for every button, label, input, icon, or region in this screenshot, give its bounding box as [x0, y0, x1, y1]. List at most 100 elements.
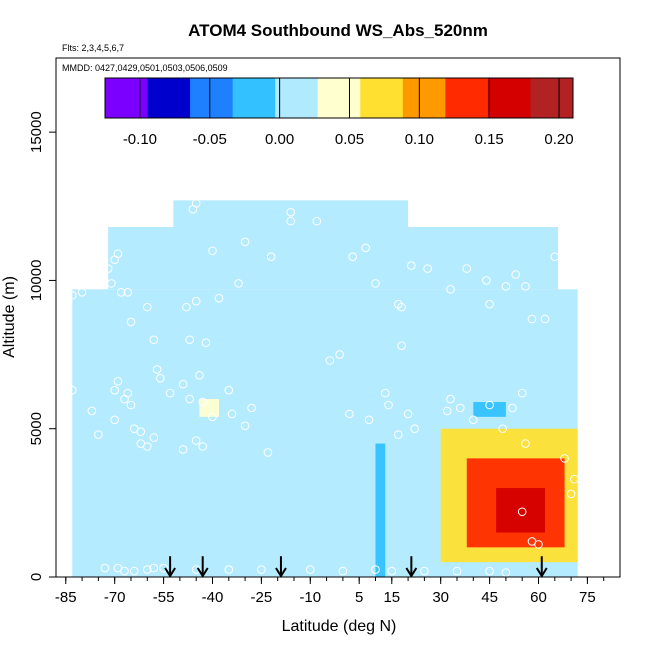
sample-point — [482, 276, 491, 285]
colorbar-tick-label: 0.15 — [475, 131, 504, 148]
colorbar-segment — [190, 78, 234, 118]
sample-point — [126, 317, 136, 327]
x-tick-label: 5 — [355, 589, 363, 606]
colorbar-frame — [104, 77, 574, 119]
sample-point — [191, 199, 201, 208]
sample-point — [423, 264, 432, 273]
sample-point — [68, 385, 77, 395]
sample-point — [348, 252, 357, 262]
sample-point — [498, 424, 507, 434]
colorbar-segment — [147, 78, 191, 118]
sample-point — [159, 563, 168, 573]
sample-point — [247, 403, 256, 413]
sample-point — [156, 373, 165, 383]
sample-point — [103, 264, 113, 273]
sample-point — [113, 249, 123, 259]
sample-point — [214, 293, 224, 303]
sample-point — [126, 400, 136, 410]
sample-point — [165, 388, 175, 398]
sample-point — [410, 424, 419, 434]
sample-point — [116, 287, 126, 297]
sample-point — [305, 565, 315, 574]
x-axis: -85 -70 -55 -40 -25 -10 5 15 30 45 60 75 — [55, 577, 605, 606]
sample-point — [462, 264, 472, 273]
sample-point — [110, 385, 119, 395]
sample-point — [407, 261, 416, 270]
sample-point — [550, 252, 560, 262]
sample-point — [201, 338, 211, 348]
x-tick-label: -10 — [299, 589, 321, 606]
colorbar-tick-label: 0.05 — [335, 131, 364, 148]
sample-point — [468, 415, 478, 425]
sample-point — [501, 568, 511, 577]
x-tick-label: 60 — [530, 589, 547, 606]
sample-point — [94, 430, 103, 439]
sample-point — [195, 371, 204, 380]
heatmap-cell — [473, 402, 506, 417]
x-tick-label: 45 — [481, 589, 498, 606]
sample-point — [521, 439, 530, 448]
sample-point — [149, 563, 159, 573]
sample-point — [198, 442, 208, 451]
colorbar-segment — [487, 78, 531, 118]
sample-point — [266, 252, 276, 262]
flight-arrow — [535, 556, 548, 578]
sample-point — [191, 296, 201, 306]
sample-point — [394, 430, 403, 439]
arrow-head — [405, 567, 418, 578]
sample-point — [136, 427, 146, 436]
sample-points — [68, 199, 579, 577]
x-tick-label: 75 — [579, 589, 596, 606]
sample-point — [185, 335, 194, 345]
colorbar-segment — [232, 78, 276, 118]
x-tick-label: -25 — [251, 589, 273, 606]
sample-point — [240, 237, 250, 247]
sample-point — [527, 314, 537, 324]
flight-arrow — [196, 556, 209, 578]
sample-point — [455, 403, 465, 413]
sample-point — [87, 406, 97, 416]
sample-point — [397, 341, 406, 350]
sample-point — [335, 350, 344, 359]
sample-point — [152, 365, 162, 374]
arrow-head — [164, 567, 176, 578]
sample-point — [149, 433, 159, 442]
colorbar-segment — [275, 78, 319, 118]
heatmap-cell — [375, 443, 386, 577]
colorbar-segment — [360, 78, 404, 118]
sample-point — [338, 566, 348, 576]
sample-point — [142, 302, 152, 312]
colorbar-segment — [445, 78, 489, 118]
sample-point — [198, 397, 208, 407]
sample-point — [566, 489, 576, 499]
y-tick-label: 10000 — [28, 260, 45, 302]
flights-note: Flts: 2,3,4,5,6,7 — [62, 43, 124, 53]
sample-point — [446, 394, 455, 404]
sample-point — [485, 566, 494, 576]
sample-point — [452, 566, 462, 576]
sample-point — [345, 409, 354, 419]
sample-point — [380, 388, 390, 398]
y-axis: 0 5000 10000 15000 — [28, 111, 56, 581]
x-tick-label: 15 — [383, 589, 400, 606]
colorbar-tick-label: -0.05 — [193, 131, 227, 148]
y-axis-label: Altitude (m) — [1, 276, 18, 358]
x-tick-label: -70 — [104, 589, 126, 606]
sample-point — [149, 335, 159, 345]
flight-arrow — [164, 556, 176, 578]
dates-note: MMDD: 0427,0429,0501,0503,0506,0509 — [62, 63, 228, 73]
sample-point — [142, 565, 152, 574]
sample-point — [286, 216, 296, 226]
sample-point — [540, 314, 550, 324]
colorbar-tick-label: 0.20 — [544, 131, 573, 148]
sample-point — [123, 287, 133, 297]
sample-point — [485, 299, 494, 309]
flight-arrow — [405, 556, 418, 578]
y-tick-label: 5000 — [28, 412, 45, 445]
sample-point — [534, 540, 543, 549]
sample-point — [442, 406, 452, 416]
sample-point — [263, 448, 273, 457]
sample-point — [224, 385, 234, 395]
sample-point — [178, 445, 188, 454]
